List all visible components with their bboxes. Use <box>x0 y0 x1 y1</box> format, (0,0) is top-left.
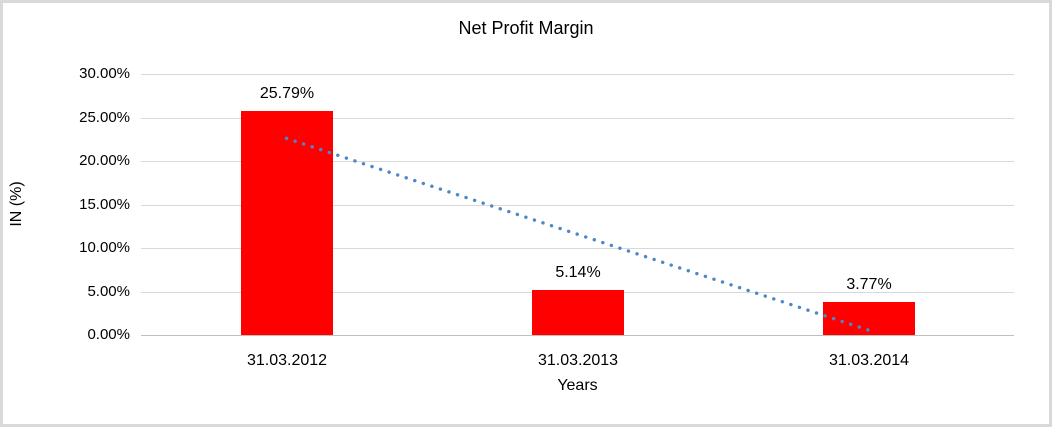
gridline <box>141 118 1014 119</box>
x-axis-title: Years <box>557 377 598 394</box>
x-tick-label: 31.03.2012 <box>246 352 328 369</box>
x-tick-label: 31.03.2014 <box>828 352 910 369</box>
bar-value-label: 3.77% <box>846 276 892 293</box>
chart-title: Net Profit Margin <box>458 18 594 38</box>
y-tick-label: 20.00% <box>79 152 130 169</box>
bar-value-label: 25.79% <box>259 85 315 102</box>
y-axis-title: IN (%) <box>8 181 25 227</box>
bar-31.03.2013 <box>532 290 624 335</box>
x-axis-line <box>141 335 1014 336</box>
gridline <box>141 74 1014 75</box>
y-tick-label: 25.00% <box>79 109 130 126</box>
bar-31.03.2012 <box>241 111 333 335</box>
y-tick-label: 30.00% <box>79 65 130 82</box>
y-tick-label: 5.00% <box>87 283 130 300</box>
y-tick-label: 15.00% <box>79 196 130 213</box>
y-tick-label: 0.00% <box>87 326 130 343</box>
bar-31.03.2014 <box>823 302 915 335</box>
x-tick-label: 31.03.2013 <box>537 352 619 369</box>
y-tick-label: 10.00% <box>79 239 130 256</box>
bar-value-label: 5.14% <box>555 264 601 281</box>
